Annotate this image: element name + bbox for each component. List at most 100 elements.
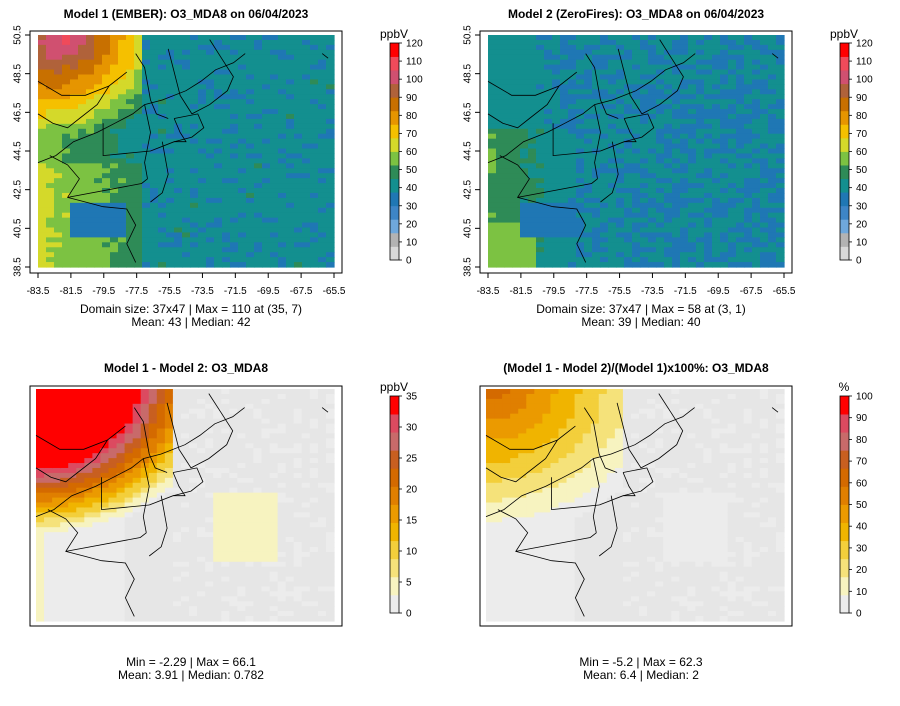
heatmap-cell: [76, 497, 85, 504]
heatmap-cell: [172, 398, 182, 405]
heatmap-cell: [44, 497, 53, 504]
heatmap-cell: [124, 463, 134, 469]
heatmap-cell: [148, 492, 158, 499]
heatmap-cell: [664, 163, 673, 169]
heatmap-cell: [608, 79, 617, 85]
heatmap-cell: [286, 74, 295, 81]
heatmap-cell: [206, 232, 215, 238]
heatmap-cell: [102, 138, 111, 145]
heatmap-cell: [172, 428, 182, 435]
heatmap-cell: [156, 601, 166, 607]
heatmap-cell: [632, 54, 641, 61]
heatmap-cell: [624, 247, 633, 253]
heatmap-cell: [520, 39, 529, 46]
x-tick-label: -69.5: [707, 286, 730, 297]
heatmap-cell: [150, 183, 159, 189]
heatmap-cell: [230, 173, 239, 179]
heatmap-cell: [156, 586, 166, 592]
heatmap-cell: [704, 148, 713, 155]
heatmap-cell: [110, 54, 119, 61]
heatmap-cell: [270, 59, 279, 66]
heatmap-cell: [278, 69, 287, 76]
heatmap-cell: [704, 99, 713, 105]
heatmap-cell: [712, 217, 721, 224]
heatmap-cell: [488, 252, 497, 258]
heatmap-cell: [118, 242, 127, 248]
heatmap-cell: [512, 79, 521, 85]
heatmap-cell: [552, 104, 561, 110]
heatmap-cell: [488, 84, 497, 90]
heatmap-cell: [164, 586, 174, 592]
heatmap-cell: [640, 54, 649, 61]
heatmap-cell: [213, 517, 222, 523]
heatmap-cell: [132, 389, 142, 395]
heatmap-cell: [544, 173, 553, 179]
heatmap-cell: [237, 571, 246, 578]
heatmap-cell: [148, 482, 158, 489]
heatmap-cell: [44, 596, 53, 602]
heatmap-cell: [488, 207, 497, 214]
heatmap-cell: [124, 497, 134, 504]
heatmap-cell: [182, 237, 191, 243]
heatmap-cell: [696, 153, 705, 160]
colorbar-segment: [840, 151, 849, 166]
heatmap-cell: [38, 257, 47, 263]
heatmap-cell: [76, 453, 85, 459]
heatmap-cell: [214, 44, 223, 51]
heatmap-cell: [164, 551, 174, 558]
heatmap-cell: [576, 118, 585, 125]
heatmap-cell: [206, 247, 215, 253]
heatmap-cell: [86, 59, 95, 66]
heatmap-cell: [230, 94, 239, 100]
heatmap-cell: [496, 252, 505, 258]
heatmap-cell: [294, 262, 303, 268]
heatmap-cell: [44, 403, 53, 410]
heatmap-cell: [46, 183, 55, 189]
heatmap-cell: [52, 542, 61, 548]
heatmap-cell: [286, 192, 295, 199]
heatmap-cell: [68, 611, 77, 617]
heatmap-cell: [214, 237, 223, 243]
heatmap-cell: [704, 84, 713, 90]
heatmap-cell: [94, 217, 103, 224]
heatmap-cell: [326, 74, 335, 81]
heatmap-cell: [728, 138, 737, 145]
heatmap-cell: [158, 148, 167, 155]
heatmap-cell: [592, 173, 601, 179]
heatmap-cell: [600, 123, 609, 130]
heatmap-cell: [600, 54, 609, 61]
heatmap-cell: [504, 168, 513, 174]
heatmap-cell: [253, 433, 263, 439]
heatmap-cell: [584, 94, 593, 100]
heatmap-cell: [592, 99, 601, 105]
heatmap-cell: [206, 113, 215, 120]
heatmap-cell: [294, 39, 303, 46]
heatmap-cell: [728, 79, 737, 85]
heatmap-cell: [205, 591, 214, 597]
heatmap-cell: [134, 109, 143, 115]
heatmap-cell: [568, 54, 577, 61]
heatmap-cell: [38, 128, 47, 135]
heatmap-cell: [560, 44, 569, 51]
heatmap-cell: [134, 113, 143, 120]
heatmap-cell: [310, 35, 319, 41]
heatmap-cell: [76, 566, 85, 573]
heatmap-cell: [528, 89, 537, 95]
heatmap-cell: [213, 492, 222, 499]
heatmap-cell: [245, 472, 255, 479]
heatmap-cell: [640, 44, 649, 51]
heatmap-cell: [205, 556, 214, 563]
heatmap-cell: [54, 39, 63, 46]
heatmap-cell: [142, 163, 151, 169]
heatmap-cell: [189, 423, 198, 430]
heatmap-cell: [704, 247, 713, 253]
heatmap-cell: [640, 227, 649, 234]
heatmap-cell: [656, 69, 665, 76]
heatmap-cell: [270, 188, 279, 194]
heatmap-cell: [624, 79, 633, 85]
heatmap-cell: [608, 84, 617, 90]
heatmap-cell: [180, 413, 190, 420]
heatmap-cell: [102, 247, 111, 253]
heatmap-cell: [52, 403, 61, 410]
heatmap-cell: [752, 207, 761, 214]
